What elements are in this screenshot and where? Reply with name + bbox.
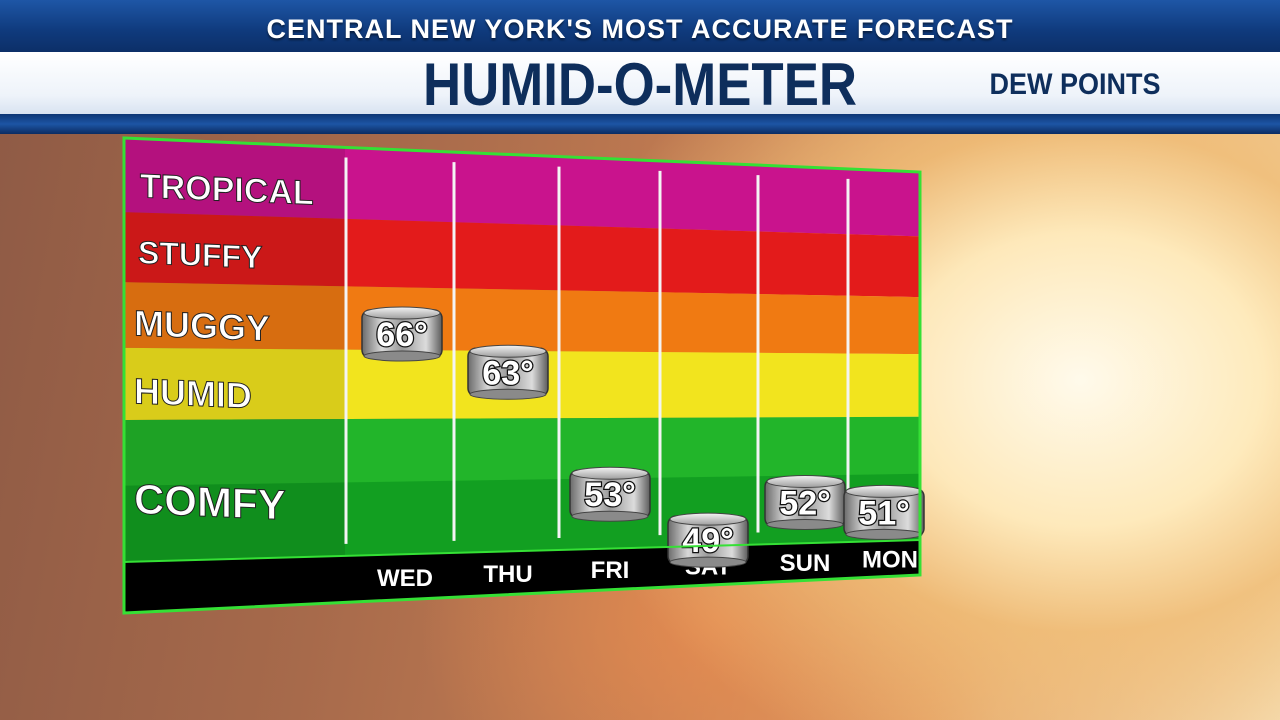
band-tropical bbox=[124, 138, 920, 237]
label-column-shade bbox=[124, 138, 345, 562]
marker-cap bbox=[766, 474, 844, 488]
dew-point-marker: 63° bbox=[467, 344, 549, 400]
dew-point-value: 53° bbox=[584, 476, 635, 514]
dew-point-value: 51° bbox=[858, 494, 909, 532]
dew-point-marker: 52° bbox=[764, 474, 846, 530]
level-label: HUMID bbox=[134, 370, 252, 416]
dew-point-marker: 49° bbox=[667, 512, 749, 568]
marker-cap bbox=[363, 306, 441, 320]
marker-base bbox=[669, 556, 747, 568]
band-stuffy bbox=[124, 212, 920, 298]
dew-point-marker: 66° bbox=[361, 306, 443, 362]
day-dividers bbox=[344, 157, 850, 544]
day-label: THU bbox=[483, 561, 532, 588]
marker-base bbox=[571, 510, 649, 522]
level-labels: TROPICAL STUFFY MUGGY HUMID COMFY bbox=[134, 167, 315, 529]
dew-point-value: 66° bbox=[376, 316, 427, 354]
level-label: STUFFY bbox=[138, 234, 262, 275]
marker-cap bbox=[669, 512, 747, 526]
level-label: COMFY bbox=[134, 475, 286, 528]
marker-base bbox=[363, 350, 441, 362]
marker-cap bbox=[571, 466, 649, 480]
dew-point-value: 49° bbox=[682, 522, 733, 560]
header-bottom-stripe bbox=[0, 114, 1280, 134]
marker-base bbox=[766, 518, 844, 530]
title-band: HUMID-O-METER DEW POINTS bbox=[0, 51, 1280, 118]
page-title: HUMID-O-METER bbox=[422, 51, 858, 118]
day-label: WED bbox=[377, 565, 433, 592]
day-label: MON bbox=[862, 547, 918, 574]
dew-point-marker: 51° bbox=[843, 484, 925, 540]
day-label: SUN bbox=[780, 550, 831, 577]
marker-base bbox=[469, 388, 547, 400]
page-subtitle: DEW POINTS bbox=[989, 68, 1161, 101]
level-bands bbox=[124, 138, 920, 562]
dew-point-markers: 66° 63° 53° 49° 52° 51° bbox=[361, 306, 925, 568]
day-bar-border bbox=[123, 539, 921, 563]
marker-cap bbox=[469, 344, 547, 358]
chart-border bbox=[122, 136, 922, 615]
dew-point-marker: 53° bbox=[569, 466, 651, 522]
marker-base bbox=[845, 528, 923, 540]
day-label: FRI bbox=[591, 557, 630, 584]
level-label: MUGGY bbox=[134, 302, 270, 349]
dew-point-value: 63° bbox=[482, 354, 533, 392]
level-label: TROPICAL bbox=[140, 167, 314, 212]
marker-cap bbox=[845, 484, 923, 498]
dew-point-value: 52° bbox=[779, 484, 830, 522]
chart-frame bbox=[122, 136, 922, 615]
band-muggy bbox=[124, 282, 920, 355]
station-tagline: CENTRAL NEW YORK'S MOST ACCURATE FORECAS… bbox=[266, 14, 1014, 44]
